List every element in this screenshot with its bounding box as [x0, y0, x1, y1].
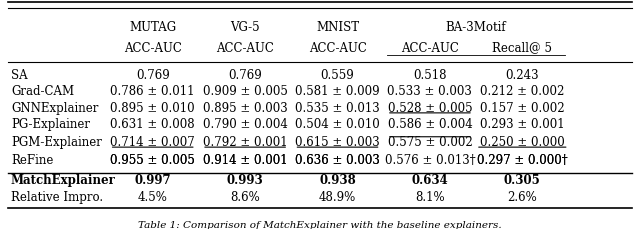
- Text: 8.1%: 8.1%: [415, 191, 445, 204]
- Text: 0.636 ± 0.003: 0.636 ± 0.003: [295, 154, 380, 167]
- Text: 0.528 ± 0.005: 0.528 ± 0.005: [388, 102, 472, 115]
- Text: ACC-AUC: ACC-AUC: [401, 42, 459, 55]
- Text: MNIST: MNIST: [316, 21, 359, 34]
- Text: 0.636 ± 0.003: 0.636 ± 0.003: [295, 154, 380, 167]
- Text: 0.792 ± 0.001: 0.792 ± 0.001: [203, 136, 287, 149]
- Text: SA: SA: [11, 69, 28, 82]
- Text: ACC-AUC: ACC-AUC: [216, 42, 274, 55]
- Text: 0.769: 0.769: [136, 69, 170, 82]
- Text: 48.9%: 48.9%: [319, 191, 356, 204]
- Text: 4.5%: 4.5%: [138, 191, 168, 204]
- Text: 0.243: 0.243: [506, 69, 539, 82]
- Text: BA-3Motif: BA-3Motif: [446, 21, 506, 34]
- Text: Relative Impro.: Relative Impro.: [11, 191, 103, 204]
- Text: 0.997: 0.997: [134, 174, 171, 188]
- Text: 0.786 ± 0.011: 0.786 ± 0.011: [111, 85, 195, 98]
- Text: 0.769: 0.769: [228, 69, 262, 82]
- Text: 0.714 ± 0.007: 0.714 ± 0.007: [110, 136, 195, 149]
- Text: 0.293 ± 0.001: 0.293 ± 0.001: [480, 118, 564, 131]
- Text: MatchExplainer: MatchExplainer: [11, 174, 116, 188]
- Text: 0.955 ± 0.005: 0.955 ± 0.005: [110, 154, 195, 167]
- Text: 0.559: 0.559: [321, 69, 355, 82]
- Text: PGM-Explainer: PGM-Explainer: [11, 136, 102, 149]
- Text: 0.297 ± 0.000†: 0.297 ± 0.000†: [477, 154, 568, 167]
- Text: 0.575 ± 0.002: 0.575 ± 0.002: [388, 136, 472, 149]
- Text: 0.518: 0.518: [413, 69, 447, 82]
- Text: 0.790 ± 0.004: 0.790 ± 0.004: [203, 118, 287, 131]
- Text: 0.581 ± 0.009: 0.581 ± 0.009: [295, 85, 380, 98]
- Text: 8.6%: 8.6%: [230, 191, 260, 204]
- Text: 0.212 ± 0.002: 0.212 ± 0.002: [480, 85, 564, 98]
- Text: Grad-CAM: Grad-CAM: [11, 85, 74, 98]
- Text: 2.6%: 2.6%: [508, 191, 537, 204]
- Text: 0.631 ± 0.008: 0.631 ± 0.008: [111, 118, 195, 131]
- Text: 0.576 ± 0.013†: 0.576 ± 0.013†: [385, 154, 476, 167]
- Text: 0.914 ± 0.001: 0.914 ± 0.001: [203, 154, 287, 167]
- Text: PG-Explainer: PG-Explainer: [11, 118, 90, 131]
- Text: Table 1: Comparison of MatchExplainer with the baseline explainers.: Table 1: Comparison of MatchExplainer wi…: [138, 221, 502, 229]
- Text: 0.305: 0.305: [504, 174, 541, 188]
- Text: 0.250 ± 0.000: 0.250 ± 0.000: [480, 136, 564, 149]
- Text: 0.909 ± 0.005: 0.909 ± 0.005: [203, 85, 287, 98]
- Text: 0.157 ± 0.002: 0.157 ± 0.002: [480, 102, 564, 115]
- Text: 0.615 ± 0.003: 0.615 ± 0.003: [295, 136, 380, 149]
- Text: GNNExplainer: GNNExplainer: [11, 102, 99, 115]
- Text: MUTAG: MUTAG: [129, 21, 176, 34]
- Text: 0.634: 0.634: [412, 174, 448, 188]
- Text: ACC-AUC: ACC-AUC: [124, 42, 182, 55]
- Text: 0.993: 0.993: [227, 174, 264, 188]
- Text: 0.297 ± 0.000†: 0.297 ± 0.000†: [477, 154, 568, 167]
- Text: 0.938: 0.938: [319, 174, 356, 188]
- Text: 0.955 ± 0.005: 0.955 ± 0.005: [110, 154, 195, 167]
- Text: 0.895 ± 0.010: 0.895 ± 0.010: [111, 102, 195, 115]
- Text: 0.535 ± 0.013: 0.535 ± 0.013: [295, 102, 380, 115]
- Text: ACC-AUC: ACC-AUC: [308, 42, 367, 55]
- Text: 0.895 ± 0.003: 0.895 ± 0.003: [203, 102, 287, 115]
- Text: VG-5: VG-5: [230, 21, 260, 34]
- Text: ReFine: ReFine: [11, 154, 53, 167]
- Text: Recall@ 5: Recall@ 5: [492, 42, 552, 55]
- Text: 0.586 ± 0.004: 0.586 ± 0.004: [388, 118, 472, 131]
- Text: 0.914 ± 0.001: 0.914 ± 0.001: [203, 154, 287, 167]
- Text: 0.504 ± 0.010: 0.504 ± 0.010: [295, 118, 380, 131]
- Text: 0.533 ± 0.003: 0.533 ± 0.003: [387, 85, 472, 98]
